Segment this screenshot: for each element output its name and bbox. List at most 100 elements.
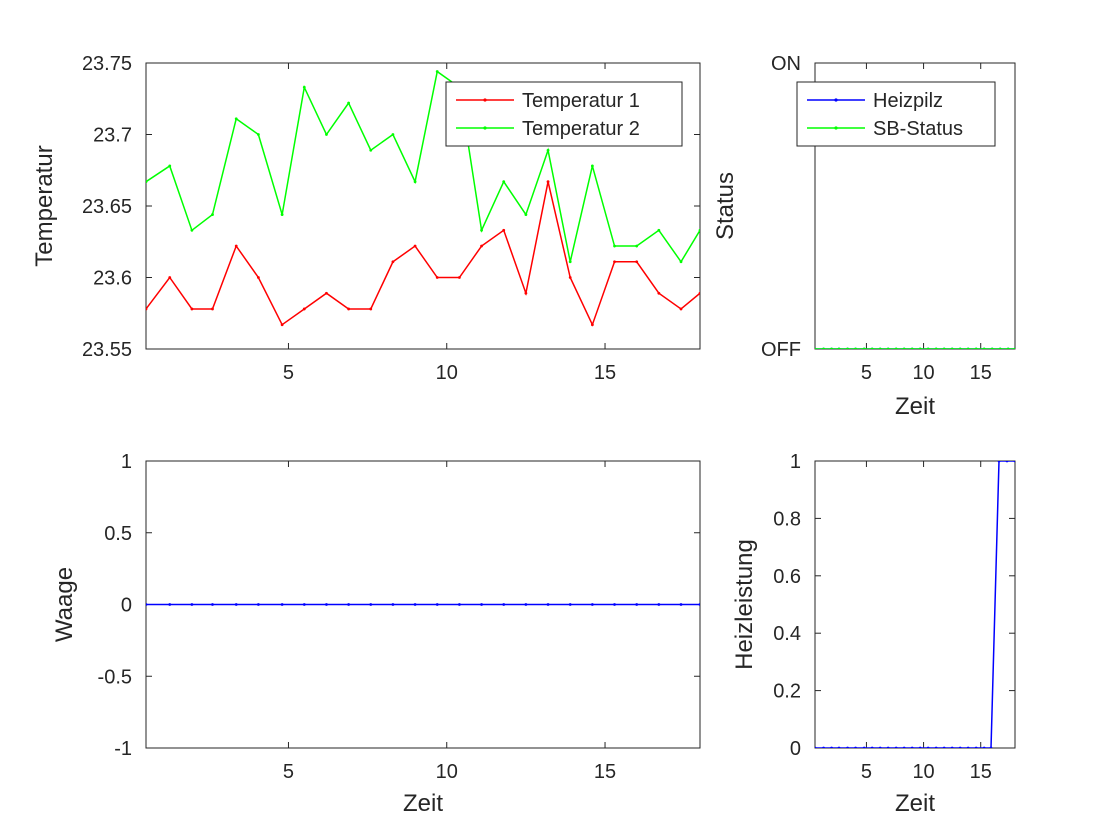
data-point [934, 746, 938, 748]
data-point [982, 746, 986, 748]
data-point [146, 180, 148, 184]
data-point [657, 228, 661, 232]
data-point [613, 244, 616, 248]
data-point [256, 276, 260, 279]
data-point [391, 603, 395, 606]
x-tick-label: 10 [436, 761, 458, 783]
data-point [302, 603, 306, 606]
data-point [168, 603, 172, 606]
data-point [568, 276, 572, 279]
data-point [815, 347, 817, 349]
data-point [302, 307, 306, 311]
data-point [234, 603, 238, 606]
data-point [590, 164, 594, 168]
data-point [347, 101, 351, 105]
legend-marker [834, 98, 838, 102]
legend-marker [483, 126, 487, 130]
x-tick-label: 5 [283, 362, 294, 384]
data-point [679, 307, 683, 311]
y-tick-label: 23.65 [82, 196, 132, 218]
y-tick-label: 23.75 [82, 53, 132, 75]
y-axis-label: Status [712, 172, 739, 240]
legend-label: SB-Status [873, 118, 963, 140]
data-point [435, 603, 439, 606]
data-point [966, 347, 970, 349]
data-point [894, 746, 898, 748]
data-point [870, 347, 874, 349]
chart-panel-temperature: 23.55 23.6 23.65 23.7 23.75 5 10 15 Temperatur Te… [31, 53, 701, 384]
data-point [657, 603, 661, 606]
legend-box [796, 81, 996, 147]
data-point [413, 244, 417, 248]
data-point [146, 307, 148, 311]
y-tick-label: ON [771, 53, 801, 75]
y-tick-label: 0.6 [773, 566, 801, 588]
data-point [635, 260, 639, 264]
data-point [256, 133, 260, 136]
data-point [910, 347, 914, 349]
data-point [211, 213, 214, 216]
x-axis-label: Zeit [895, 393, 935, 420]
data-point [815, 746, 817, 748]
y-tick-label: 0.4 [773, 623, 801, 645]
data-point [1006, 347, 1010, 349]
data-point [878, 347, 882, 349]
data-point [942, 746, 946, 748]
x-tick-label: 10 [912, 761, 934, 783]
y-tick-label: 0 [790, 738, 801, 760]
series-layer [146, 603, 700, 606]
data-point [942, 347, 946, 349]
x-tick-label: 5 [861, 362, 872, 384]
x-tick-label: 10 [436, 362, 458, 384]
data-point [568, 603, 572, 606]
data-point [590, 323, 594, 327]
x-axis-label: Zeit [895, 790, 935, 817]
data-point [862, 347, 866, 349]
data-point [325, 291, 328, 295]
data-point [918, 746, 922, 748]
data-point [369, 307, 373, 311]
data-point [190, 307, 194, 311]
data-point [926, 347, 930, 349]
data-point [926, 746, 930, 748]
y-tick-label: -1 [114, 738, 132, 760]
data-point [679, 260, 683, 264]
data-point [391, 260, 395, 264]
data-point [168, 164, 172, 168]
data-point [480, 228, 483, 232]
data-point [822, 746, 825, 748]
x-tick-label: 15 [970, 362, 992, 384]
data-point [950, 347, 954, 349]
data-point [546, 603, 550, 606]
data-point [982, 347, 986, 349]
legend-marker [483, 98, 487, 102]
data-point [347, 603, 351, 606]
data-point [679, 603, 683, 606]
legend-label: Temperatur 2 [522, 118, 640, 140]
data-point [590, 603, 594, 606]
data-point [613, 260, 616, 264]
plot-area [814, 460, 1016, 749]
x-tick-label: 10 [912, 362, 934, 384]
data-point [974, 746, 978, 748]
y-axis-label: Waage [51, 567, 78, 642]
y-tick-label: 1 [121, 451, 132, 473]
data-point [902, 746, 906, 748]
data-point [958, 746, 962, 748]
data-point [997, 461, 1001, 463]
legend-label: Heizpilz [873, 90, 943, 112]
data-point [435, 276, 439, 279]
data-point [1013, 461, 1015, 463]
data-point [698, 603, 700, 606]
y-tick-label: OFF [761, 339, 801, 361]
data-point [413, 180, 417, 184]
data-point [846, 746, 849, 748]
data-point [568, 260, 572, 264]
x-tick-label: 15 [970, 761, 992, 783]
data-point [846, 347, 849, 349]
data-point [878, 746, 882, 748]
y-tick-label: 0.2 [773, 681, 801, 703]
data-point [635, 603, 639, 606]
data-point [190, 603, 194, 606]
